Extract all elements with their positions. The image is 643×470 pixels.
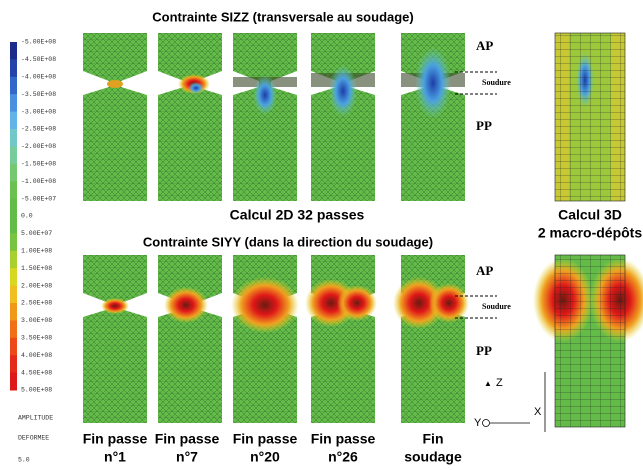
colorbar-segment: [10, 181, 17, 199]
bottom-title: Contrainte SIYY (dans la direction du so…: [143, 234, 433, 249]
zone-weld: Soudure: [482, 302, 511, 311]
colorbar-label: 4.00E+08: [21, 352, 52, 359]
colorbar-label: -5.00E+08: [21, 39, 56, 46]
caption: Fin passe: [83, 431, 148, 447]
top-title: Contrainte SIZZ (transversale au soudage…: [152, 9, 414, 24]
colorbar-label: -1.50E+08: [21, 161, 56, 168]
figure: Contrainte SIZZ (transversale au soudage…: [0, 0, 643, 465]
caption: n°26: [328, 449, 358, 465]
caption: n°20: [250, 449, 280, 465]
colorbar-segment: [10, 286, 17, 304]
colorbar-segment: [10, 199, 17, 217]
axis-origin: [483, 420, 490, 427]
deformee-label: DEFORMEE: [18, 435, 49, 442]
colorbar-label: -3.50E+08: [21, 91, 56, 98]
specimens-bottom: [83, 255, 469, 423]
zone-ap: AP: [476, 38, 493, 53]
colorbar-segment: [10, 164, 17, 182]
colorbar-label: -4.00E+08: [21, 74, 56, 81]
caption: Fin passe: [311, 431, 376, 447]
colorbar-label: 4.50E+08: [21, 369, 52, 376]
axis-y: Y: [474, 417, 482, 429]
colorbar-segment: [10, 373, 17, 391]
caption: Fin passe: [155, 431, 220, 447]
specimens-top: [83, 33, 465, 201]
caption: soudage: [404, 449, 462, 465]
caption: n°7: [176, 449, 198, 465]
colorbar-segment: [10, 268, 17, 286]
colorbar: -5.00E+08 -4.50E+08 -4.00E+08 -3.50E+08 -3.0…: [10, 39, 56, 394]
axes-icon: ▲ Z Y X: [474, 372, 545, 432]
colorbar-segment: [10, 233, 17, 251]
colorbar-label: 2.00E+08: [21, 282, 52, 289]
colorbar-segment: [10, 94, 17, 112]
axis-x: X: [534, 406, 542, 418]
zone-pp: PP: [476, 343, 492, 358]
colorbar-label: -3.00E+08: [21, 108, 56, 115]
colorbar-segment: [10, 303, 17, 321]
page: Contrainte SIZZ (transversale au soudage…: [0, 0, 643, 470]
colorbar-label: 3.00E+08: [21, 317, 52, 324]
model-3d-line1: Calcul 3D: [558, 207, 622, 223]
amplitude-value: 5.0: [18, 457, 30, 464]
colorbar-segment: [10, 42, 17, 60]
colorbar-segment: [10, 338, 17, 356]
zone-weld: Soudure: [482, 78, 511, 87]
zone-pp: PP: [476, 118, 492, 133]
middle-label: Calcul 2D 32 passes: [230, 207, 365, 223]
colorbar-segment: [10, 59, 17, 77]
colorbar-label: -5.00E+07: [21, 195, 56, 202]
colorbar-label: -2.00E+08: [21, 143, 56, 150]
colorbar-segment: [10, 77, 17, 95]
colorbar-segment: [10, 146, 17, 164]
zone-ap: AP: [476, 263, 493, 278]
colorbar-segment: [10, 112, 17, 130]
colorbar-label: 5.00E+08: [21, 387, 52, 394]
model-3d-bottom: [533, 255, 643, 427]
colorbar-label: 2.50E+08: [21, 300, 52, 307]
caption: n°1: [104, 449, 126, 465]
colorbar-segment: [10, 251, 17, 269]
colorbar-label: -4.50E+08: [21, 56, 56, 63]
caption: Fin: [423, 431, 444, 447]
captions: Fin passe n°1 Fin passe n°7 Fin passe n°20 Fin…: [83, 431, 462, 465]
colorbar-segment: [10, 216, 17, 234]
colorbar-segment: [10, 320, 17, 338]
colorbar-segment: [10, 355, 17, 373]
colorbar-label: 3.50E+08: [21, 335, 52, 342]
colorbar-label: 0.0: [21, 213, 33, 220]
axis-z: Z: [496, 377, 503, 389]
caption: Fin passe: [233, 431, 298, 447]
arrow-tip: ▲: [484, 379, 492, 388]
amplitude-label: AMPLITUDE: [18, 415, 53, 422]
model-3d-line2: 2 macro-dépôts: [538, 225, 642, 241]
colorbar-label: 1.00E+08: [21, 248, 52, 255]
colorbar-segment: [10, 129, 17, 147]
colorbar-label: -2.50E+08: [21, 126, 56, 133]
colorbar-label: 5.00E+07: [21, 230, 52, 237]
model-3d-top: [555, 33, 625, 201]
colorbar-label: 1.50E+08: [21, 265, 52, 272]
colorbar-label: -1.00E+08: [21, 178, 56, 185]
